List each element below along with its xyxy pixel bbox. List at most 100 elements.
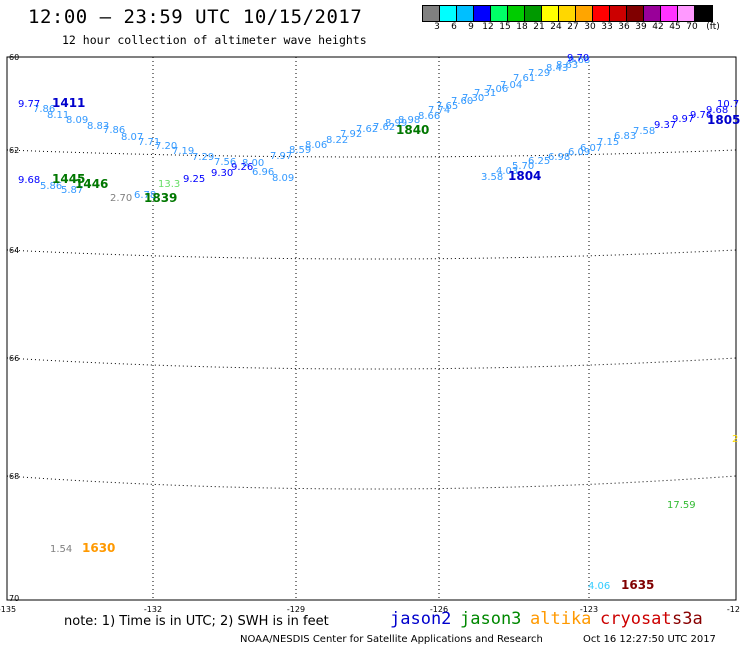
wave-height-value: 2.70: [110, 193, 132, 204]
longitude-label: -135: [0, 605, 16, 614]
wave-height-value: 9.25: [183, 174, 205, 185]
wave-height-value: 9.68: [18, 175, 40, 186]
latitude-gridline: [6, 149, 737, 158]
footer-note: note: 1) Time is in UTC; 2) SWH is in fe…: [64, 614, 329, 629]
wave-height-value: 2: [732, 434, 738, 445]
wave-height-value: 8.63: [556, 60, 578, 71]
wave-height-value: 4.06: [588, 581, 610, 592]
generated-timestamp: Oct 16 12:27:50 UTC 2017: [583, 634, 716, 645]
wave-height-value: 7.86: [103, 125, 125, 136]
wave-height-value: 7.29: [528, 68, 550, 79]
wave-height-value: 9.76: [690, 110, 712, 121]
colorbar-swatch: [559, 6, 576, 21]
wave-height-value: 3.58: [481, 172, 503, 183]
wave-height-value: 7.92: [340, 129, 362, 140]
wave-height-value: 7.56: [214, 157, 236, 168]
wave-height-value: 7.31: [474, 88, 496, 99]
pass-time-label: 1840: [396, 123, 429, 137]
colorbar-tick-label: 24: [550, 22, 562, 32]
colorbar-tick-label: 9: [468, 22, 474, 32]
wave-height-value: 6.98: [548, 152, 570, 163]
wave-height-value: 7.19: [172, 146, 194, 157]
wave-height-value: 6.83: [614, 131, 636, 142]
wave-height-value: 8.06: [305, 140, 327, 151]
colorbar-tick-label: 3: [434, 22, 440, 32]
wave-height-value: 7.71: [138, 137, 160, 148]
wave-height-value: 1.54: [50, 544, 72, 555]
latitude-label: 66: [9, 354, 19, 363]
credit-line: NOAA/NESDIS Center for Satellite Applica…: [240, 634, 543, 645]
colorbar-swatch: [576, 6, 593, 21]
colorbar-swatch: [542, 6, 559, 21]
wave-height-value: 9.30: [211, 168, 233, 179]
wave-height-value: 7.29: [192, 152, 214, 163]
wave-height-value: 7.58: [633, 126, 655, 137]
wave-height-value: 9.70: [567, 53, 589, 64]
wave-height-value: 10.7: [717, 99, 739, 110]
wave-height-value: 9.68: [706, 105, 728, 116]
legend-item-cryosat: cryosat: [600, 609, 672, 629]
latitude-label: 64: [9, 246, 19, 255]
wave-height-value: 8.99: [385, 118, 407, 129]
wave-height-value: 6.09: [568, 147, 590, 158]
colorbar-tick-label: 42: [652, 22, 664, 32]
latitude-gridline: [6, 475, 737, 490]
wave-height-value: 5.86: [40, 181, 62, 192]
wave-height-colorbar: [422, 5, 713, 22]
latitude-gridline: [6, 357, 737, 370]
colorbar-tick-label: 39: [635, 22, 647, 32]
latitude-label: 70: [9, 594, 19, 603]
colorbar-tick-label: 27: [567, 22, 579, 32]
wave-height-value: 9.77: [18, 99, 40, 110]
longitude-label: -129: [287, 605, 305, 614]
colorbar-swatch: [627, 6, 644, 21]
wave-height-value: 7.62: [373, 122, 395, 133]
pass-time-label: 1411: [52, 96, 85, 110]
wave-height-value: 5.87: [61, 185, 83, 196]
wave-height-value: 6.25: [528, 156, 550, 167]
colorbar-swatch: [678, 6, 695, 21]
colorbar-tick-label: 6: [451, 22, 457, 32]
colorbar-tick-label: 18: [516, 22, 528, 32]
colorbar-swatch: [491, 6, 508, 21]
latitude-label: 68: [9, 472, 19, 481]
colorbar-tick-label: 45: [669, 22, 681, 32]
legend-item-jason3: jason3: [460, 609, 522, 629]
wave-height-value: 13.3: [158, 179, 180, 190]
wave-height-value: 8.43: [546, 63, 568, 74]
wave-height-value: 8.11: [47, 110, 69, 121]
latitude-label: 60: [9, 53, 19, 62]
legend-item-jason2: jason2: [390, 609, 452, 629]
wave-height-value: 8.98: [398, 115, 420, 126]
colorbar-tick-label: 30: [584, 22, 596, 32]
wave-height-value: 7.61: [513, 73, 535, 84]
colorbar-swatch: [423, 6, 440, 21]
wave-height-value: 9.97: [672, 114, 694, 125]
pass-time-label: 1635: [621, 578, 654, 592]
wave-height-value: 7.74: [428, 105, 450, 116]
map-frame: [6, 56, 737, 601]
wave-height-value: 7.97: [270, 151, 292, 162]
wave-height-value: 9.37: [654, 120, 676, 131]
wave-height-value: 8.00: [242, 158, 264, 169]
latitude-gridline: [6, 249, 737, 260]
wave-height-value: 7.20: [155, 141, 177, 152]
legend-item-s3a: s3a: [672, 609, 703, 629]
wave-height-value: 7.86: [33, 104, 55, 115]
colorbar-swatch: [593, 6, 610, 21]
pass-time-label: 1445: [52, 172, 85, 186]
colorbar-tick-label: 36: [618, 22, 630, 32]
colorbar-swatch: [525, 6, 542, 21]
longitude-label: -123: [580, 605, 598, 614]
wave-height-value: 7.60: [451, 96, 473, 107]
wave-height-value: 7.30: [462, 93, 484, 104]
colorbar-swatch: [610, 6, 627, 21]
wave-height-value: 17.59: [667, 500, 696, 511]
wave-height-value: 4.03: [496, 166, 518, 177]
colorbar-tick-label: (ft): [706, 22, 720, 32]
colorbar-tick-label: 33: [601, 22, 613, 32]
wave-height-value: 7.15: [597, 137, 619, 148]
colorbar-tick-label: 12: [482, 22, 494, 32]
wave-height-value: 8.09: [272, 173, 294, 184]
wave-height-value: 8.83: [87, 121, 109, 132]
